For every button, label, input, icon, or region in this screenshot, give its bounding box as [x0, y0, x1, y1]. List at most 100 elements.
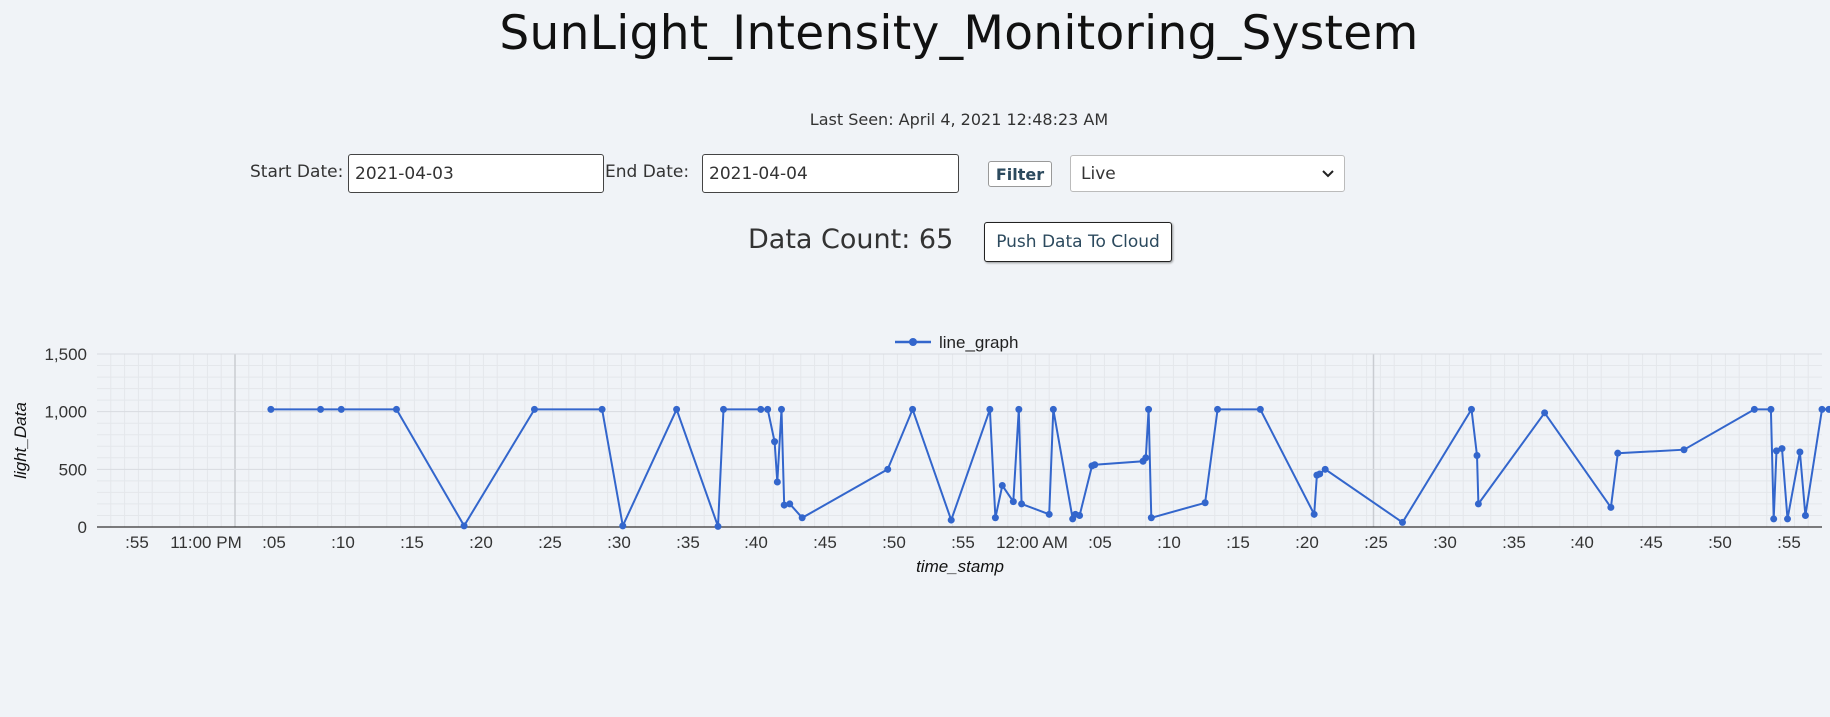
data-point — [1818, 405, 1826, 413]
data-point — [771, 438, 779, 446]
x-tick-label: 12:00 AM — [996, 533, 1068, 552]
data-point — [460, 522, 468, 530]
x-tick-label: :50 — [1708, 533, 1732, 552]
series-line — [270, 406, 1830, 530]
data-point — [1474, 500, 1482, 508]
x-tick-label: :20 — [1295, 533, 1319, 552]
data-point — [1076, 511, 1084, 519]
x-tick-label: 11:00 PM — [170, 533, 242, 552]
chart-legend: line_graph — [895, 333, 1018, 352]
y-tick-label: 500 — [59, 460, 87, 479]
start-date-label: Start Date: — [250, 162, 344, 182]
data-point — [1310, 510, 1318, 518]
data-point — [1467, 405, 1475, 413]
data-point — [986, 405, 994, 413]
data-point — [1201, 499, 1209, 507]
x-tick-label: :05 — [1088, 533, 1112, 552]
x-tick-label: :55 — [1777, 533, 1801, 552]
x-tick-label: :55 — [951, 533, 975, 552]
data-point — [1778, 445, 1786, 453]
data-point — [1321, 465, 1329, 473]
data-point — [998, 481, 1006, 489]
data-point — [764, 405, 772, 413]
data-point — [1473, 451, 1481, 459]
x-tick-label: :10 — [331, 533, 355, 552]
x-tick-label: :10 — [1157, 533, 1181, 552]
y-tick-label: 1,000 — [44, 403, 87, 422]
data-point — [1398, 518, 1406, 526]
data-point — [1772, 447, 1780, 455]
x-tick-label: :50 — [882, 533, 906, 552]
data-point — [786, 500, 794, 508]
x-tick-label: :40 — [1570, 533, 1594, 552]
data-point — [714, 522, 722, 530]
data-point — [1607, 503, 1615, 511]
data-point — [798, 514, 806, 522]
data-point — [598, 405, 606, 413]
x-tick-label: :25 — [1364, 533, 1388, 552]
data-point — [1009, 498, 1017, 506]
chart-series — [267, 405, 1830, 530]
data-point — [1770, 515, 1778, 523]
data-point — [1825, 405, 1830, 413]
data-point — [1214, 405, 1222, 413]
data-point — [1750, 405, 1758, 413]
data-point — [1015, 405, 1023, 413]
data-point — [619, 522, 627, 530]
end-date-label: End Date: — [605, 162, 690, 182]
data-point — [773, 478, 781, 486]
x-tick-label: :15 — [400, 533, 424, 552]
data-point — [720, 405, 728, 413]
data-point — [991, 514, 999, 522]
data-point — [1614, 449, 1622, 457]
data-point — [267, 405, 275, 413]
x-tick-label: :15 — [1226, 533, 1250, 552]
data-point — [1316, 470, 1324, 478]
x-tick-label: :40 — [744, 533, 768, 552]
y-tick-label: 1,500 — [44, 345, 87, 364]
data-point — [530, 405, 538, 413]
y-tick-label: 0 — [78, 518, 87, 537]
data-point — [392, 405, 400, 413]
y-axis-title: light_Data — [11, 402, 30, 479]
x-tick-label: :55 — [125, 533, 149, 552]
data-point — [1801, 511, 1809, 519]
chevron-down-icon — [1322, 169, 1334, 177]
data-point — [1145, 405, 1153, 413]
mode-select[interactable]: Live — [1070, 155, 1345, 192]
data-count: Data Count: 65 — [748, 224, 954, 255]
end-date-input[interactable] — [702, 154, 959, 193]
start-date-input[interactable] — [348, 154, 604, 193]
data-point — [1018, 500, 1026, 508]
data-point — [317, 405, 325, 413]
chart-grid — [97, 353, 1822, 528]
x-tick-label: :45 — [813, 533, 837, 552]
push-data-button[interactable]: Push Data To Cloud — [984, 222, 1172, 262]
data-point — [1049, 405, 1057, 413]
data-point — [337, 405, 345, 413]
x-tick-label: :05 — [262, 533, 286, 552]
x-tick-label: :30 — [607, 533, 631, 552]
data-point — [1091, 461, 1099, 469]
data-point — [757, 405, 765, 413]
data-point — [909, 405, 917, 413]
mode-select-value: Live — [1081, 163, 1116, 184]
data-point — [884, 465, 892, 473]
x-tick-label: :45 — [1639, 533, 1663, 552]
last-seen-status: Last Seen: April 4, 2021 12:48:23 AM — [809, 110, 1109, 129]
chart-axes: 0 500 1,000 1,500 :55 11:00 PM :05 :10 :15 :20 :25… — [11, 345, 1801, 576]
filter-button[interactable]: Filter — [988, 161, 1052, 187]
line-chart: 0 500 1,000 1,500 :55 11:00 PM :05 :10 :15 :20 :25… — [11, 333, 1830, 576]
data-point — [1147, 514, 1155, 522]
legend-marker-icon — [909, 338, 917, 346]
data-point — [1541, 409, 1549, 417]
data-point — [1767, 405, 1775, 413]
x-tick-label: :20 — [469, 533, 493, 552]
page-title: SunLight_Intensity_Monitoring_System — [499, 6, 1419, 61]
data-point — [1784, 515, 1791, 523]
x-tick-label: :35 — [1502, 533, 1526, 552]
data-point — [947, 516, 955, 524]
data-point — [1256, 405, 1264, 413]
x-tick-label: :35 — [676, 533, 700, 552]
x-axis-title: time_stamp — [916, 557, 1004, 576]
